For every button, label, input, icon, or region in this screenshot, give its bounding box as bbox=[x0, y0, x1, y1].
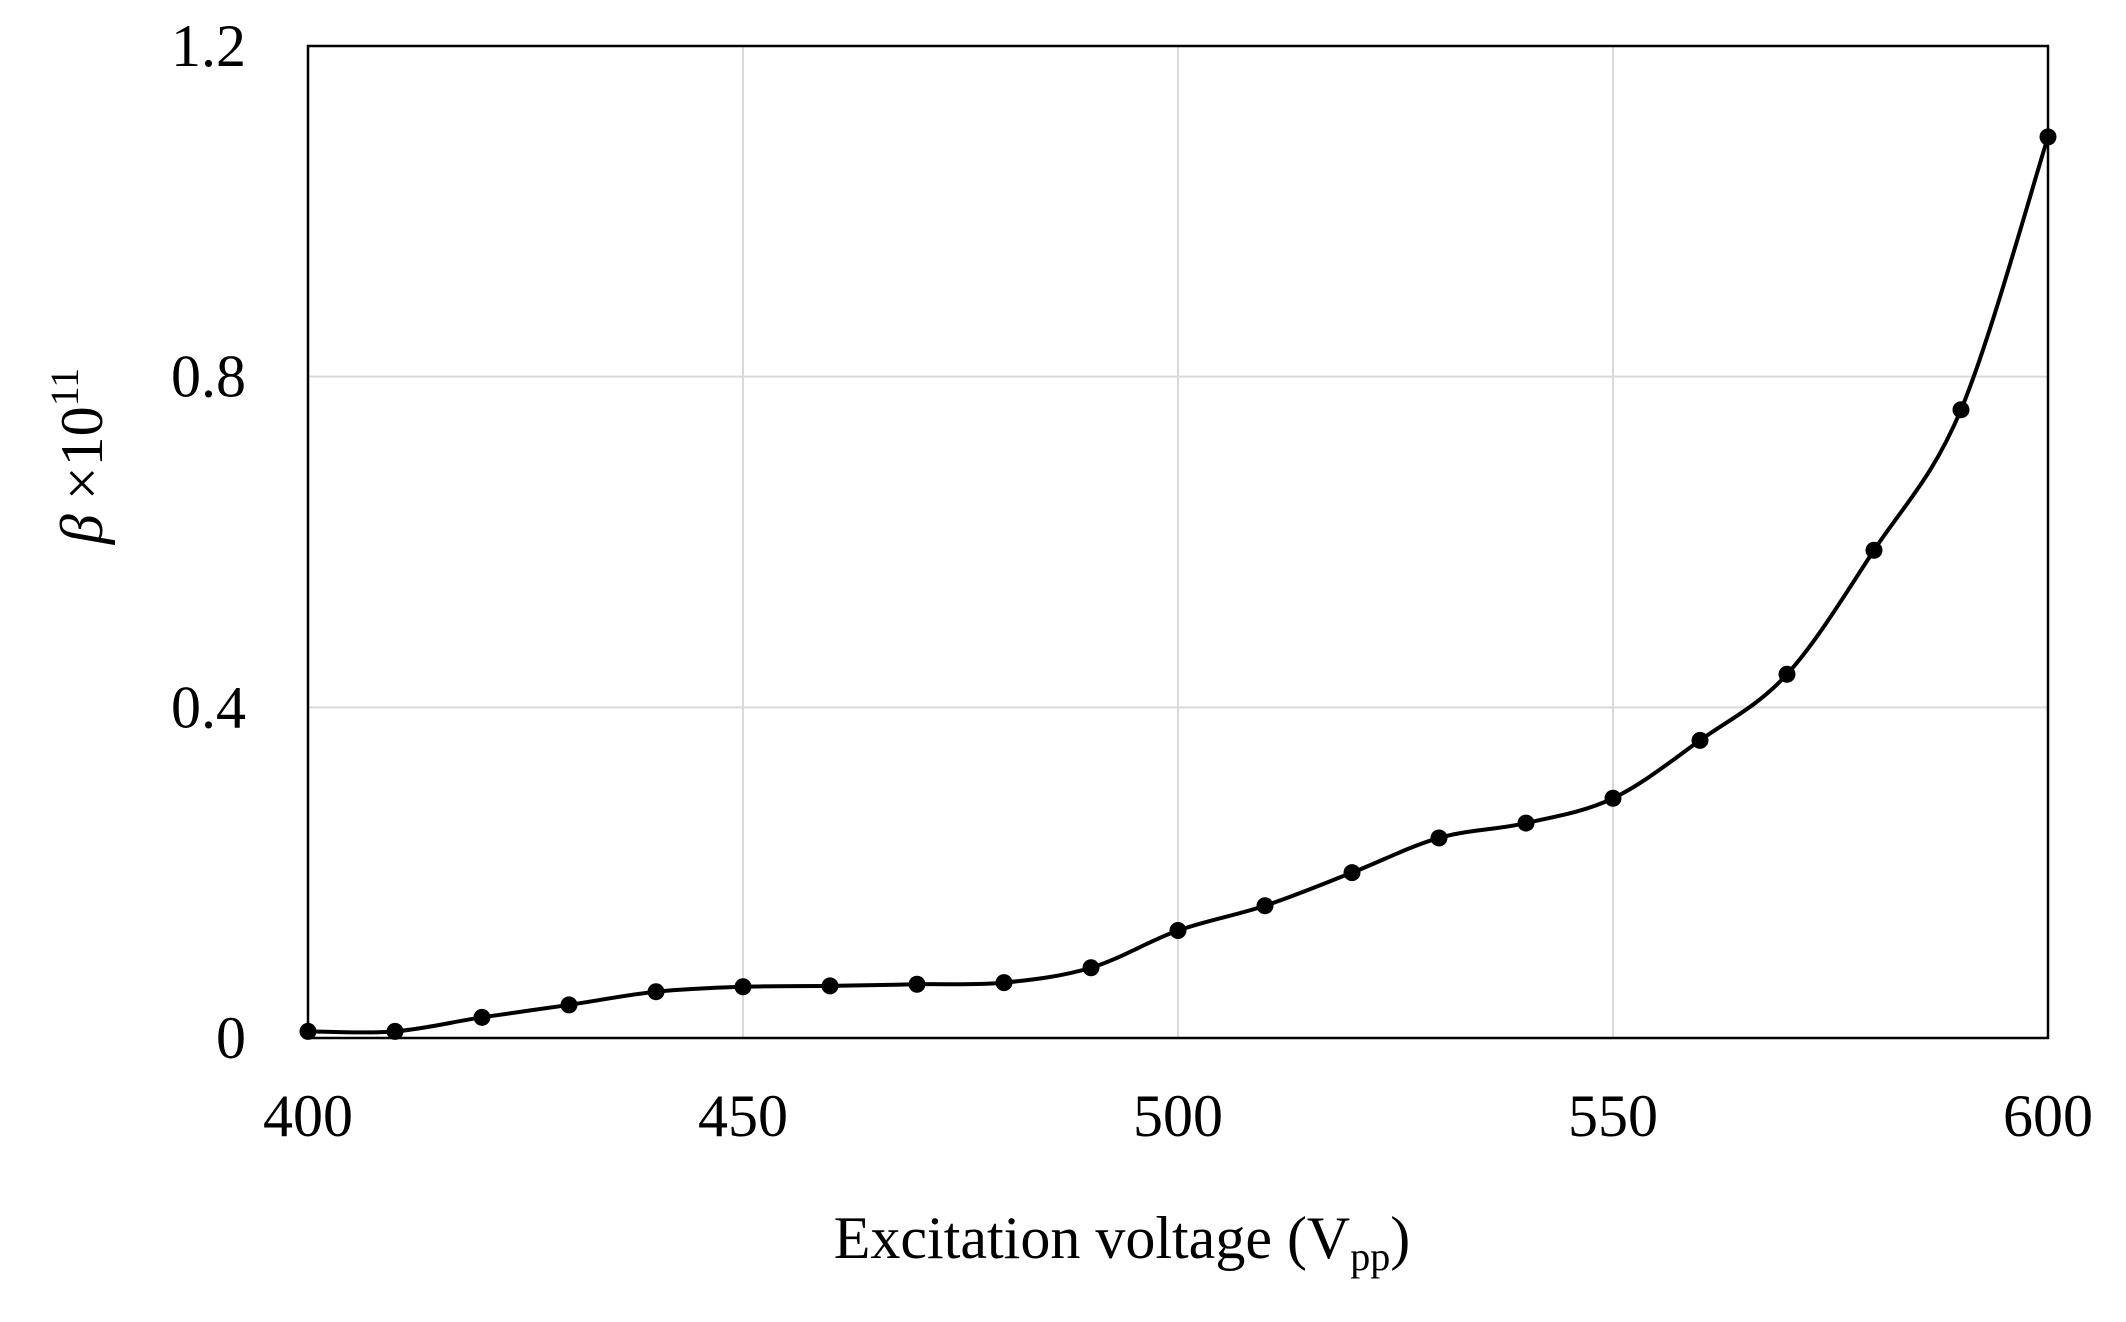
y-tick-label: 0.8 bbox=[171, 344, 246, 410]
x-tick-label: 450 bbox=[698, 1083, 788, 1149]
data-point bbox=[299, 1022, 317, 1040]
data-point bbox=[1256, 897, 1274, 915]
data-point bbox=[821, 977, 839, 995]
data-point bbox=[1778, 665, 1796, 683]
data-point bbox=[908, 975, 926, 993]
data-point bbox=[386, 1022, 404, 1040]
y-axis-label: β×1011 bbox=[42, 368, 115, 545]
x-tick-label: 600 bbox=[2003, 1083, 2093, 1149]
y-tick-label: 0 bbox=[216, 1005, 246, 1071]
y-tick-label: 1.2 bbox=[171, 13, 246, 79]
data-point bbox=[2039, 128, 2057, 146]
data-point bbox=[1169, 922, 1187, 940]
data-point bbox=[1430, 829, 1448, 847]
data-point bbox=[1343, 864, 1361, 882]
x-tick-labels: 400 450 500 550 600 bbox=[263, 1083, 2093, 1149]
data-point bbox=[1952, 401, 1970, 419]
plot-frame bbox=[306, 44, 2050, 1040]
x-tick-label: 550 bbox=[1568, 1083, 1658, 1149]
data-point bbox=[1082, 959, 1100, 977]
data-point bbox=[560, 996, 578, 1014]
data-points bbox=[299, 128, 2057, 1040]
data-point bbox=[1517, 814, 1535, 832]
data-point bbox=[1691, 731, 1709, 749]
y-tick-labels: 0 0.4 0.8 1.2 bbox=[171, 13, 246, 1071]
x-tick-label: 400 bbox=[263, 1083, 353, 1149]
data-point bbox=[1604, 789, 1622, 807]
data-point bbox=[473, 1008, 491, 1026]
grid-layer bbox=[308, 46, 2048, 1038]
x-tick-label: 500 bbox=[1133, 1083, 1223, 1149]
data-point bbox=[1865, 541, 1883, 559]
y-tick-label: 0.4 bbox=[171, 674, 246, 740]
series-line bbox=[306, 134, 2050, 1035]
data-point bbox=[995, 974, 1013, 992]
data-point bbox=[647, 983, 665, 1001]
x-axis-label: Excitation voltage (Vpp) bbox=[834, 1205, 1411, 1279]
data-point bbox=[734, 978, 752, 996]
